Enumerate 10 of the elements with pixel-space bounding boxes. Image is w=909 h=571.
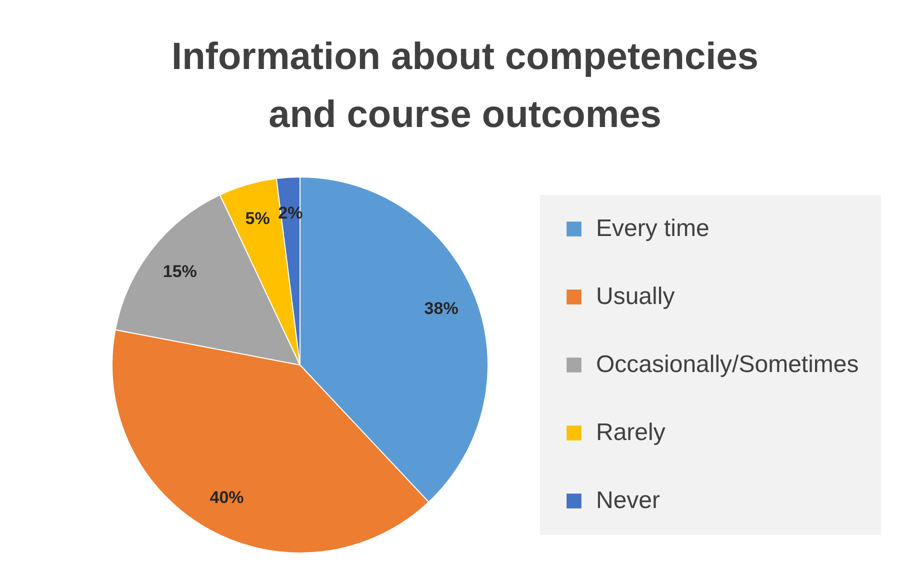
legend-label: Every time [596, 215, 710, 242]
data-label: 38% [424, 299, 458, 318]
chart-title: Information about competencies and course outcomes [172, 36, 758, 136]
legend-label: Usually [596, 283, 675, 310]
data-label: 40% [210, 488, 244, 508]
legend-label: Never [596, 487, 660, 514]
data-label: 15% [162, 262, 197, 281]
legend-label: Rarely [596, 419, 666, 446]
legend-label: Occasionally/Sometimes [596, 351, 859, 378]
data-label: 5% [245, 209, 270, 228]
